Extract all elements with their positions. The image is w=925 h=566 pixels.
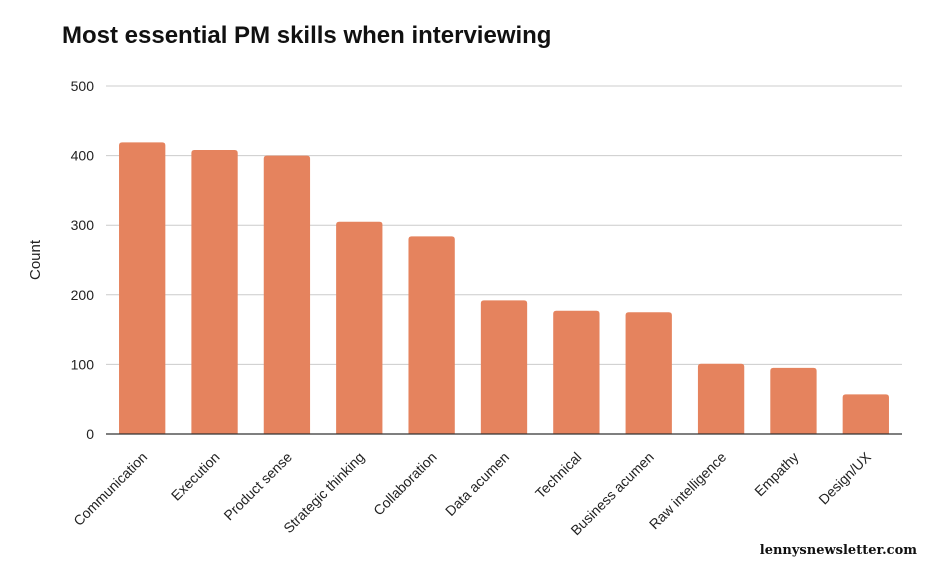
bar-7 <box>625 312 672 434</box>
brand-watermark: lennysnewsletter.com <box>759 543 917 558</box>
x-tick-label: Raw intelligence <box>646 449 730 533</box>
bar-10 <box>842 394 889 434</box>
bar-6 <box>553 310 600 434</box>
x-tick-label: Data acumen <box>442 449 512 519</box>
y-tick-label: 400 <box>71 148 95 164</box>
bar-3 <box>336 221 383 434</box>
x-tick-label: Product sense <box>220 449 295 524</box>
x-tick-label: Empathy <box>751 449 801 499</box>
x-tick-label: Communication <box>70 449 150 529</box>
y-tick-label: 300 <box>71 217 95 233</box>
y-axis-label: Count <box>27 239 44 280</box>
chart-title: Most essential PM skills when interviewi… <box>62 22 552 49</box>
x-tick-label: Execution <box>168 449 223 504</box>
y-tick-label: 200 <box>71 287 95 303</box>
bar-1 <box>191 150 238 435</box>
y-tick-label: 500 <box>71 78 95 94</box>
bar-5 <box>480 300 528 434</box>
bar-2 <box>263 155 311 434</box>
y-tick-label: 100 <box>71 356 95 372</box>
x-tick-label: Collaboration <box>370 449 440 519</box>
bar-4 <box>408 236 455 434</box>
x-tick-label: Technical <box>532 449 585 502</box>
bar-8 <box>697 363 745 434</box>
bar-0 <box>119 142 166 434</box>
bar-9 <box>770 367 817 434</box>
x-tick-label: Design/UX <box>815 448 874 507</box>
y-tick-label: 0 <box>86 426 94 442</box>
